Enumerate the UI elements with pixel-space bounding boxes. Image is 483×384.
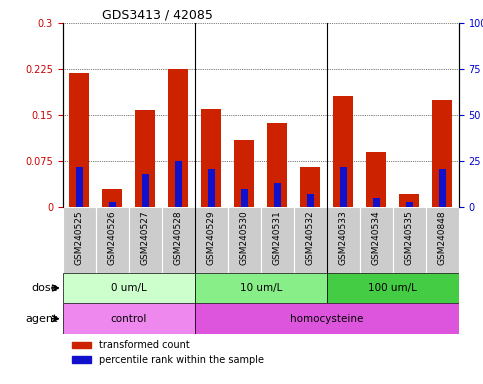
Text: control: control bbox=[111, 314, 147, 324]
Text: GSM240529: GSM240529 bbox=[207, 210, 216, 265]
Text: GSM240534: GSM240534 bbox=[372, 210, 381, 265]
Text: GSM240527: GSM240527 bbox=[141, 210, 150, 265]
Text: GSM240526: GSM240526 bbox=[108, 210, 117, 265]
Bar bbox=[294, 207, 327, 273]
Bar bbox=[169, 68, 188, 207]
Bar bbox=[300, 167, 320, 207]
Bar bbox=[135, 110, 155, 207]
Bar bbox=[432, 100, 452, 207]
Bar bbox=[307, 194, 313, 207]
Text: GSM240533: GSM240533 bbox=[339, 210, 348, 265]
Bar bbox=[142, 174, 149, 207]
Text: homocysteine: homocysteine bbox=[290, 314, 364, 324]
Bar bbox=[201, 109, 221, 207]
Text: GSM240530: GSM240530 bbox=[240, 210, 249, 265]
Bar bbox=[76, 167, 83, 207]
Bar bbox=[393, 207, 426, 273]
Text: GSM240532: GSM240532 bbox=[306, 210, 315, 265]
Text: GSM240525: GSM240525 bbox=[75, 210, 84, 265]
Text: GSM240848: GSM240848 bbox=[438, 210, 447, 265]
Bar bbox=[439, 169, 446, 207]
Legend: transformed count, percentile rank within the sample: transformed count, percentile rank withi… bbox=[68, 336, 268, 369]
Bar bbox=[175, 161, 182, 207]
Bar bbox=[327, 207, 360, 273]
Bar bbox=[268, 122, 287, 207]
Bar bbox=[63, 207, 96, 273]
Bar bbox=[360, 207, 393, 273]
Bar bbox=[373, 198, 380, 207]
Bar bbox=[208, 169, 214, 207]
Bar bbox=[406, 202, 412, 207]
Bar bbox=[274, 184, 281, 207]
Bar bbox=[367, 152, 386, 207]
Bar bbox=[327, 273, 459, 303]
Bar bbox=[162, 207, 195, 273]
Text: GDS3413 / 42085: GDS3413 / 42085 bbox=[102, 9, 213, 22]
Text: GSM240531: GSM240531 bbox=[273, 210, 282, 265]
Bar bbox=[261, 207, 294, 273]
Bar bbox=[234, 140, 254, 207]
Text: 10 um/L: 10 um/L bbox=[240, 283, 282, 293]
Bar bbox=[426, 207, 459, 273]
Bar bbox=[195, 207, 228, 273]
Text: GSM240528: GSM240528 bbox=[174, 210, 183, 265]
Bar bbox=[109, 202, 115, 207]
Bar bbox=[241, 189, 248, 207]
Bar bbox=[195, 303, 459, 334]
Bar bbox=[70, 73, 89, 207]
Text: agent: agent bbox=[26, 314, 58, 324]
Bar bbox=[399, 194, 419, 207]
Bar bbox=[96, 207, 129, 273]
Text: dose: dose bbox=[31, 283, 58, 293]
Bar bbox=[63, 273, 195, 303]
Bar bbox=[340, 167, 347, 207]
Text: 100 um/L: 100 um/L bbox=[369, 283, 417, 293]
Text: GSM240535: GSM240535 bbox=[405, 210, 414, 265]
Bar bbox=[228, 207, 261, 273]
Bar bbox=[129, 207, 162, 273]
Bar bbox=[333, 96, 353, 207]
Bar bbox=[195, 273, 327, 303]
Bar bbox=[63, 303, 195, 334]
Text: 0 um/L: 0 um/L bbox=[111, 283, 147, 293]
Bar bbox=[102, 189, 122, 207]
